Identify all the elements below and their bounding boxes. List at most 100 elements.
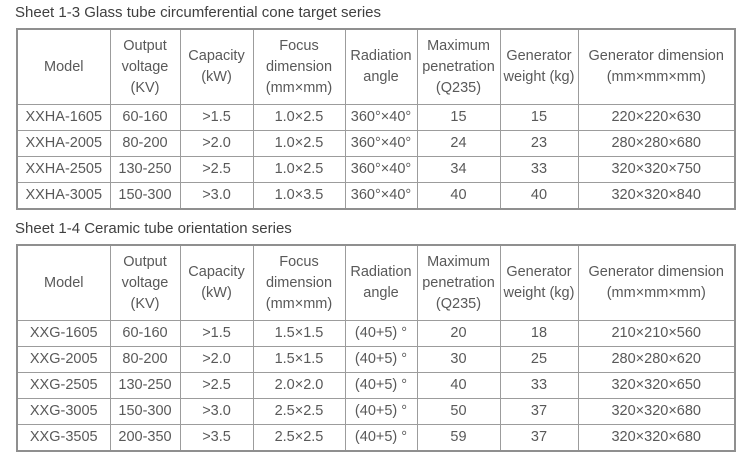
data-cell: (40+5) ° [344, 372, 418, 399]
data-cell: XXHA-3005 [16, 182, 111, 210]
data-cell: >1.5 [179, 104, 254, 131]
data-cell: 320×320×750 [577, 156, 736, 183]
data-cell: 360°×40° [344, 156, 418, 183]
data-cell: XXG-3505 [16, 424, 111, 452]
data-cell: >3.5 [179, 424, 254, 452]
data-cell: 23 [499, 130, 579, 157]
data-cell: 200-350 [109, 424, 181, 452]
data-cell: 150-300 [109, 182, 181, 210]
data-cell: 33 [499, 372, 579, 399]
data-cell: XXHA-2005 [16, 130, 111, 157]
data-cell: XXHA-2505 [16, 156, 111, 183]
data-cell: 220×220×630 [577, 104, 736, 131]
data-cell: (40+5) ° [344, 424, 418, 452]
data-cell: 360°×40° [344, 104, 418, 131]
data-cell: >2.5 [179, 156, 254, 183]
data-cell: 360°×40° [344, 182, 418, 210]
data-cell: 320×320×680 [577, 424, 736, 452]
data-cell: 320×320×840 [577, 182, 736, 210]
data-cell: >3.0 [179, 182, 254, 210]
data-cell: >1.5 [179, 320, 254, 347]
data-cell: 33 [499, 156, 579, 183]
header-cell: Capacity (kW) [179, 28, 254, 105]
data-cell: 1.0×2.5 [252, 156, 346, 183]
data-cell: 320×320×650 [577, 372, 736, 399]
header-cell: Generator weight (kg) [499, 244, 579, 321]
data-cell: (40+5) ° [344, 398, 418, 425]
data-cell: >2.0 [179, 346, 254, 373]
data-cell: 25 [499, 346, 579, 373]
header-cell: Model [16, 28, 111, 105]
sheet-title: Sheet 1-4 Ceramic tube orientation serie… [15, 220, 292, 237]
data-cell: 40 [416, 182, 501, 210]
spec-table: Model Output voltage (KV) Capacity (kW) Foc… [16, 28, 736, 210]
header-cell: Focus dimension (mm×mm) [252, 28, 346, 105]
data-cell: 24 [416, 130, 501, 157]
data-cell: XXHA-1605 [16, 104, 111, 131]
tables-container: Sheet 1-3 Glass tube circumferential con… [14, 3, 750, 452]
data-cell: 2.0×2.0 [252, 372, 346, 399]
data-cell: 37 [499, 424, 579, 452]
table-row: XXHA-2505 130-250 >2.5 1.0×2.5 360°×40° 34 33 3… [16, 156, 736, 183]
data-cell: 130-250 [109, 372, 181, 399]
data-cell: 80-200 [109, 130, 181, 157]
data-cell: 18 [499, 320, 579, 347]
data-cell: 360°×40° [344, 130, 418, 157]
header-cell: Maximum penetration (Q235) [416, 28, 501, 105]
spec-table-block: Sheet 1-3 Glass tube circumferential con… [14, 3, 750, 210]
data-cell: 2.5×2.5 [252, 398, 346, 425]
data-cell: 150-300 [109, 398, 181, 425]
table-row: XXG-3005 150-300 >3.0 2.5×2.5 (40+5) ° 50 37 32… [16, 398, 736, 425]
header-cell: Radiation angle [344, 244, 418, 321]
data-cell: 130-250 [109, 156, 181, 183]
data-cell: 210×210×560 [577, 320, 736, 347]
table-row: XXHA-3005 150-300 >3.0 1.0×3.5 360°×40° 40 40 3… [16, 182, 736, 210]
table-row: XXHA-2005 80-200 >2.0 1.0×2.5 360°×40° 24 23 28… [16, 130, 736, 157]
header-cell: Output voltage (KV) [109, 244, 181, 321]
data-cell: 40 [499, 182, 579, 210]
header-cell: Radiation angle [344, 28, 418, 105]
data-cell: (40+5) ° [344, 346, 418, 373]
data-cell: 15 [416, 104, 501, 131]
data-cell: 2.5×2.5 [252, 424, 346, 452]
data-cell: 50 [416, 398, 501, 425]
data-cell: 60-160 [109, 104, 181, 131]
header-row: Model Output voltage (KV) Capacity (kW) Foc… [16, 244, 736, 321]
header-cell: Generator dimension (mm×mm×mm) [577, 28, 736, 105]
data-cell: 1.5×1.5 [252, 346, 346, 373]
header-cell: Focus dimension (mm×mm) [252, 244, 346, 321]
table-row: XXG-1605 60-160 >1.5 1.5×1.5 (40+5) ° 20 18 210… [16, 320, 736, 347]
data-cell: 1.5×1.5 [252, 320, 346, 347]
header-cell: Generator dimension (mm×mm×mm) [577, 244, 736, 321]
table-row: XXHA-1605 60-160 >1.5 1.0×2.5 360°×40° 15 15 22… [16, 104, 736, 131]
spec-table: Model Output voltage (KV) Capacity (kW) Foc… [16, 244, 736, 452]
data-cell: 34 [416, 156, 501, 183]
table-row: XXG-3505 200-350 >3.5 2.5×2.5 (40+5) ° 59 37 32… [16, 424, 736, 452]
data-cell: XXG-2005 [16, 346, 111, 373]
data-cell: XXG-2505 [16, 372, 111, 399]
header-cell: Capacity (kW) [179, 244, 254, 321]
spec-table-block: Sheet 1-4 Ceramic tube orientation serie… [14, 219, 750, 452]
data-cell: 40 [416, 372, 501, 399]
data-cell: XXG-1605 [16, 320, 111, 347]
header-cell: Output voltage (KV) [109, 28, 181, 105]
data-cell: 280×280×680 [577, 130, 736, 157]
data-cell: 1.0×3.5 [252, 182, 346, 210]
data-cell: 37 [499, 398, 579, 425]
data-cell: 15 [499, 104, 579, 131]
data-cell: >2.5 [179, 372, 254, 399]
data-cell: XXG-3005 [16, 398, 111, 425]
header-row: Model Output voltage (KV) Capacity (kW) Foc… [16, 28, 736, 105]
data-cell: 60-160 [109, 320, 181, 347]
data-cell: 1.0×2.5 [252, 104, 346, 131]
sheet-title: Sheet 1-3 Glass tube circumferential con… [15, 4, 382, 21]
table-row: XXG-2005 80-200 >2.0 1.5×1.5 (40+5) ° 30 25 280… [16, 346, 736, 373]
data-cell: 20 [416, 320, 501, 347]
data-cell: 1.0×2.5 [252, 130, 346, 157]
data-cell: 30 [416, 346, 501, 373]
data-cell: (40+5) ° [344, 320, 418, 347]
header-cell: Generator weight (kg) [499, 28, 579, 105]
data-cell: >2.0 [179, 130, 254, 157]
header-cell: Model [16, 244, 111, 321]
